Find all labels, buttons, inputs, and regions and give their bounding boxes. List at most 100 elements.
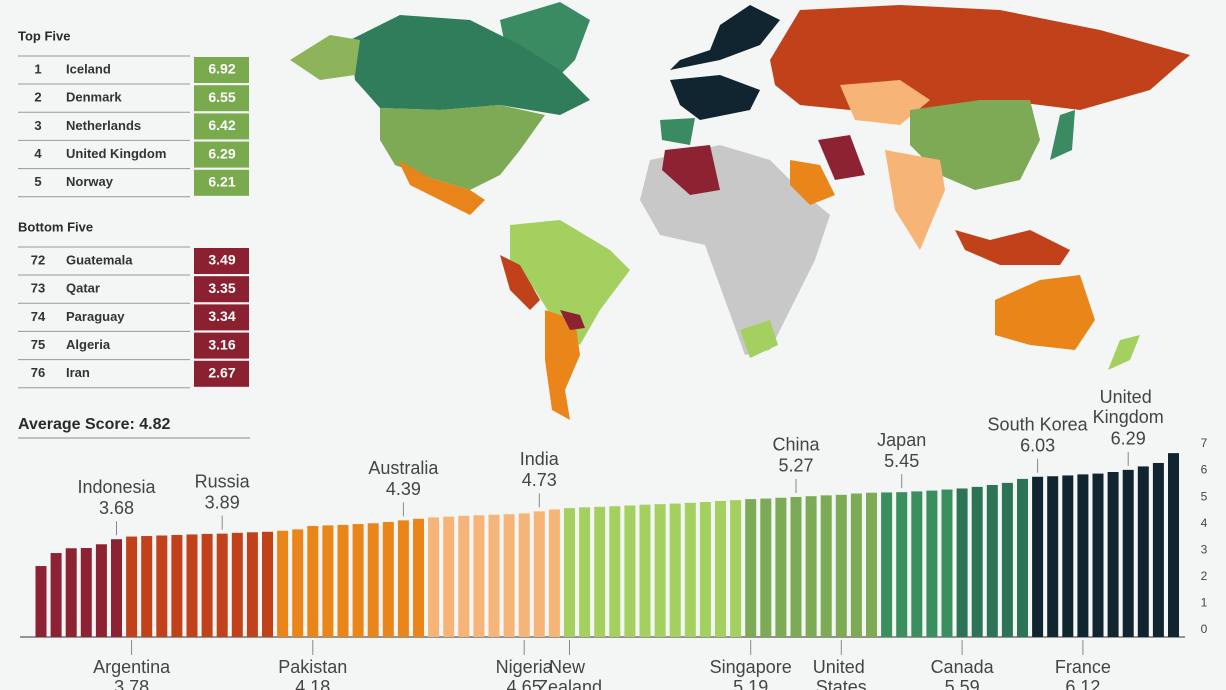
rank: 1 bbox=[34, 61, 41, 76]
bar bbox=[805, 496, 817, 637]
bar bbox=[684, 502, 696, 637]
bar bbox=[956, 488, 968, 637]
y-tick-label: 1 bbox=[1201, 596, 1208, 610]
country: Netherlands bbox=[66, 118, 141, 133]
bar bbox=[216, 533, 228, 637]
map-region bbox=[670, 5, 780, 70]
bar bbox=[518, 513, 530, 637]
annotation-name: Singapore bbox=[710, 657, 792, 677]
bar bbox=[337, 524, 349, 637]
annotation-value: 5.59 bbox=[945, 677, 980, 690]
score-box bbox=[194, 248, 249, 274]
map-region bbox=[560, 310, 585, 330]
map-region bbox=[885, 150, 945, 250]
bar bbox=[835, 494, 847, 637]
bar bbox=[775, 497, 787, 637]
bar bbox=[352, 524, 364, 637]
world-map bbox=[290, 2, 1190, 420]
bar bbox=[126, 536, 138, 637]
bar bbox=[911, 491, 923, 637]
annotation-value: 5.45 bbox=[884, 451, 919, 471]
annotation-value: 3.89 bbox=[205, 492, 240, 512]
bar bbox=[231, 532, 243, 637]
rank: 4 bbox=[34, 146, 42, 161]
bar bbox=[262, 531, 273, 637]
annotation-name: New Zealand bbox=[537, 657, 602, 690]
bar bbox=[307, 525, 319, 637]
annotation-value: 3.78 bbox=[114, 677, 149, 690]
country: Qatar bbox=[66, 281, 100, 296]
score-box bbox=[194, 304, 249, 331]
score: 6.42 bbox=[208, 117, 235, 133]
bar bbox=[443, 516, 455, 637]
score-box bbox=[194, 57, 249, 83]
bar bbox=[488, 514, 500, 637]
bar bbox=[715, 500, 726, 637]
annotation-name: Nigeria bbox=[496, 657, 554, 677]
bar bbox=[926, 490, 938, 637]
bar bbox=[50, 553, 62, 637]
annotation-name: South Korea bbox=[988, 415, 1089, 435]
top-five-title: Top Five bbox=[18, 28, 70, 43]
bar bbox=[322, 525, 334, 637]
bar bbox=[65, 548, 77, 637]
y-tick-label: 2 bbox=[1201, 569, 1208, 583]
bar bbox=[986, 485, 998, 637]
country: Guatemala bbox=[66, 252, 133, 267]
map-region bbox=[510, 220, 630, 345]
bar bbox=[564, 508, 575, 637]
rank: 74 bbox=[31, 309, 46, 324]
annotation-name: Canada bbox=[931, 657, 995, 677]
score: 3.35 bbox=[208, 280, 235, 296]
bar bbox=[579, 507, 591, 637]
annotation-value: 4.39 bbox=[386, 479, 421, 499]
bar bbox=[1092, 473, 1104, 637]
bar bbox=[246, 532, 258, 637]
annotation-name: Pakistan bbox=[278, 657, 347, 677]
annotation-name: United States bbox=[813, 657, 870, 690]
bar bbox=[730, 500, 742, 637]
bar bbox=[790, 496, 802, 637]
annotation-value: 4.73 bbox=[522, 470, 557, 490]
y-tick-label: 7 bbox=[1201, 436, 1208, 450]
map-region bbox=[380, 105, 545, 190]
score: 2.67 bbox=[208, 365, 235, 381]
score: 6.21 bbox=[208, 174, 235, 190]
country: Paraguay bbox=[66, 309, 125, 324]
score: 3.16 bbox=[208, 336, 235, 352]
bar bbox=[1001, 482, 1013, 637]
bar bbox=[820, 495, 832, 637]
bar bbox=[760, 498, 772, 637]
rank: 73 bbox=[31, 281, 45, 296]
bar bbox=[397, 520, 409, 637]
bar bbox=[473, 515, 485, 637]
rank: 75 bbox=[31, 337, 45, 352]
bar bbox=[141, 536, 153, 637]
bar bbox=[971, 486, 983, 637]
bar bbox=[850, 493, 862, 637]
annotation-name: Russia bbox=[195, 471, 251, 491]
score-box bbox=[194, 360, 249, 387]
annotation-value: 5.19 bbox=[733, 677, 768, 690]
score-box bbox=[194, 85, 249, 112]
country: Denmark bbox=[66, 90, 122, 105]
bar bbox=[1152, 462, 1164, 637]
bar bbox=[367, 523, 379, 637]
bar bbox=[35, 566, 47, 637]
map-region bbox=[995, 275, 1095, 350]
map-region bbox=[545, 310, 580, 420]
bar bbox=[1032, 476, 1044, 637]
annotation-name: Indonesia bbox=[77, 477, 156, 497]
bar bbox=[866, 492, 877, 637]
annotation-name: Japan bbox=[877, 430, 926, 450]
country: Algeria bbox=[66, 337, 111, 352]
map-region bbox=[660, 118, 695, 145]
bar bbox=[201, 533, 213, 637]
score-box bbox=[194, 169, 249, 196]
bar bbox=[277, 530, 289, 637]
bar bbox=[1077, 474, 1089, 637]
annotation-value: 4.18 bbox=[295, 677, 330, 690]
annotation-value: 6.29 bbox=[1111, 429, 1146, 449]
score-box bbox=[194, 141, 249, 168]
